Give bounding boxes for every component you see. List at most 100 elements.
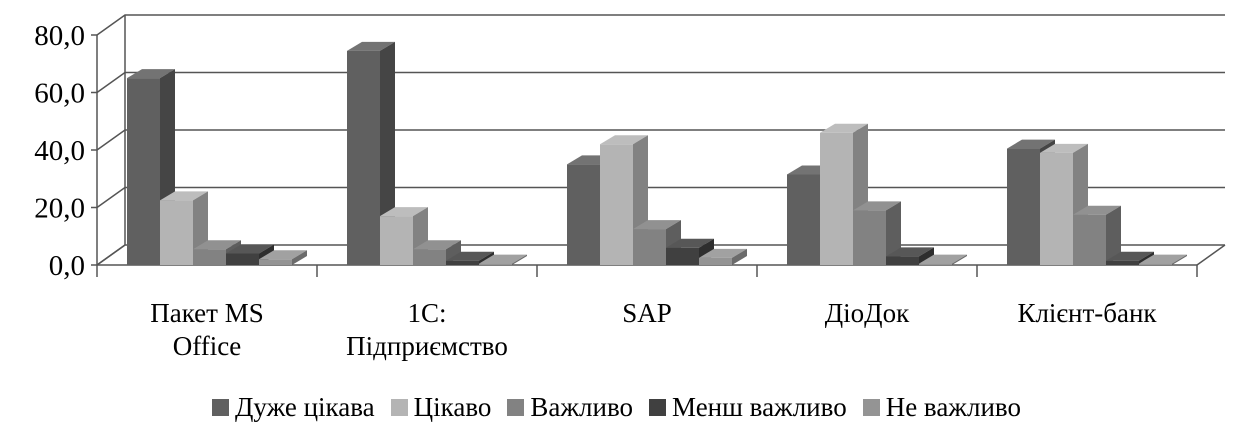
bar-top bbox=[127, 69, 175, 79]
bar bbox=[699, 248, 747, 265]
y-tick-label: 20,0 bbox=[34, 193, 85, 225]
legend-label: Цікаво bbox=[413, 392, 492, 422]
legend: Дуже цікава Цікаво Важливо Менш важливо … bbox=[0, 392, 1233, 423]
category-group bbox=[787, 123, 967, 265]
bar-front bbox=[347, 50, 380, 265]
bar-top bbox=[259, 250, 307, 260]
floor-right-edge bbox=[1196, 244, 1226, 266]
bar bbox=[1139, 254, 1187, 265]
category-label: Пакет MS bbox=[150, 298, 263, 328]
bar-side bbox=[919, 247, 934, 265]
bar-top bbox=[479, 254, 527, 264]
bar bbox=[347, 41, 395, 265]
legend-label: Менш важливо bbox=[672, 392, 847, 422]
y-tick-label: 80,0 bbox=[34, 20, 85, 52]
bar-side bbox=[292, 250, 307, 265]
bar bbox=[919, 254, 967, 265]
bar-front bbox=[1007, 148, 1040, 265]
y-tick-label: 60,0 bbox=[34, 78, 85, 110]
category-label: 1С: bbox=[407, 298, 446, 328]
bar-front bbox=[600, 144, 633, 265]
bar-front bbox=[567, 164, 600, 265]
bar-front bbox=[1106, 260, 1139, 265]
bar bbox=[413, 240, 461, 265]
bar-front bbox=[259, 259, 292, 265]
bar-front bbox=[699, 257, 732, 265]
bar-front bbox=[919, 263, 952, 265]
bar-front bbox=[1139, 263, 1172, 265]
gridline bbox=[96, 14, 1225, 36]
bar bbox=[1073, 205, 1121, 265]
bar-front bbox=[380, 216, 413, 265]
bar-front bbox=[193, 249, 226, 265]
bar-top bbox=[1106, 251, 1154, 261]
category-group bbox=[567, 135, 747, 265]
bar-side bbox=[952, 254, 967, 265]
bar-side bbox=[1172, 254, 1187, 265]
bar-top bbox=[699, 248, 747, 258]
bar-top bbox=[1139, 254, 1187, 264]
bar-front bbox=[820, 132, 853, 265]
bar-front bbox=[666, 247, 699, 265]
legend-item-interesting: Цікаво bbox=[390, 392, 492, 423]
legend-label: Важливо bbox=[530, 392, 634, 422]
bar-top bbox=[226, 244, 274, 254]
legend-label: Не важливо bbox=[885, 392, 1021, 422]
legend-label: Дуже цікава bbox=[235, 392, 375, 422]
bar bbox=[259, 250, 307, 265]
category-label: SAP bbox=[622, 298, 672, 328]
bar-side bbox=[1106, 205, 1121, 265]
bar-front bbox=[479, 263, 512, 265]
y-tick-label: 0,0 bbox=[49, 250, 85, 282]
bar-top bbox=[820, 123, 868, 133]
legend-item-very-interesting: Дуже цікава bbox=[212, 392, 375, 423]
bar bbox=[853, 201, 901, 265]
bar bbox=[479, 254, 527, 265]
bar-front bbox=[127, 78, 160, 265]
bar-side bbox=[512, 254, 527, 265]
category-label: ДіоДок bbox=[825, 298, 910, 328]
bar-front bbox=[160, 200, 193, 265]
category-label: Підприємство bbox=[346, 331, 508, 361]
category-group bbox=[347, 41, 527, 265]
bar-top bbox=[633, 220, 681, 230]
category-label: Office bbox=[173, 331, 241, 361]
y-tick-label: 40,0 bbox=[34, 135, 85, 167]
bar-top bbox=[666, 238, 714, 248]
bar-top bbox=[853, 201, 901, 211]
legend-item-important: Важливо bbox=[507, 392, 633, 423]
bar-side bbox=[732, 248, 747, 265]
bar-top bbox=[347, 41, 395, 51]
bar-front bbox=[633, 229, 666, 265]
bar-front bbox=[446, 260, 479, 265]
bar-top bbox=[1007, 139, 1055, 149]
bar-top bbox=[380, 207, 428, 217]
bar-front bbox=[226, 253, 259, 265]
category-group bbox=[1007, 139, 1187, 265]
bar-front bbox=[413, 249, 446, 265]
bar-top bbox=[446, 251, 494, 261]
bar-front bbox=[853, 210, 886, 265]
legend-swatch bbox=[862, 399, 880, 416]
category-label: Клієнт-банк bbox=[1017, 298, 1157, 328]
bar bbox=[886, 247, 934, 265]
bar-top bbox=[1073, 205, 1121, 215]
bar-top bbox=[886, 247, 934, 257]
bar-top bbox=[919, 254, 967, 264]
bar-front bbox=[886, 256, 919, 265]
bar-front bbox=[787, 174, 820, 265]
gridline bbox=[96, 71, 1225, 94]
bar-side bbox=[886, 201, 901, 265]
legend-item-not-important: Не важливо bbox=[862, 392, 1021, 423]
legend-swatch bbox=[212, 399, 230, 416]
bar-top bbox=[600, 135, 648, 145]
bar-top bbox=[160, 191, 208, 201]
legend-swatch bbox=[390, 399, 408, 416]
bar bbox=[666, 238, 714, 265]
bar-front bbox=[1073, 214, 1106, 265]
category-group bbox=[127, 69, 307, 265]
bar-side bbox=[380, 41, 395, 265]
bar-top bbox=[1040, 143, 1088, 153]
bar-top bbox=[413, 240, 461, 250]
